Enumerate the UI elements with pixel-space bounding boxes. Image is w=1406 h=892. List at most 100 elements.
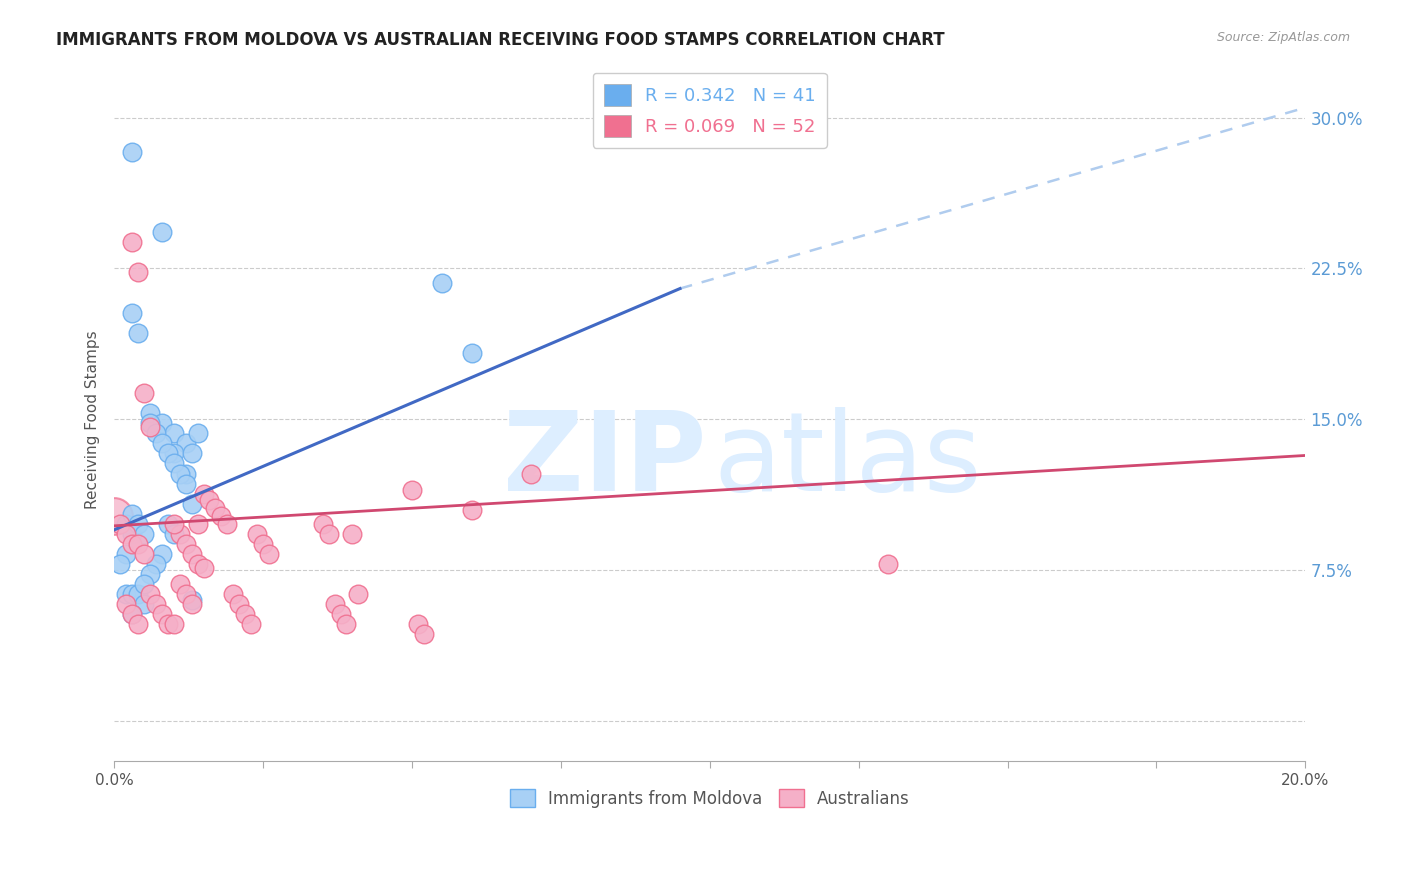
Point xyxy=(132,547,155,561)
Point xyxy=(121,527,143,541)
Point xyxy=(252,537,274,551)
Point xyxy=(132,386,155,401)
Point xyxy=(115,527,138,541)
Point xyxy=(121,607,143,622)
Point xyxy=(145,557,167,571)
Point xyxy=(139,406,162,420)
Point xyxy=(132,527,155,541)
Point xyxy=(193,486,215,500)
Point xyxy=(163,527,186,541)
Point xyxy=(156,516,179,531)
Point xyxy=(174,537,197,551)
Point xyxy=(127,265,149,279)
Point xyxy=(108,516,131,531)
Point xyxy=(139,417,162,431)
Point xyxy=(139,567,162,582)
Point xyxy=(121,145,143,159)
Point xyxy=(335,617,357,632)
Point xyxy=(180,593,202,607)
Point xyxy=(193,561,215,575)
Point xyxy=(156,446,179,460)
Point xyxy=(121,235,143,250)
Point xyxy=(180,446,202,460)
Point xyxy=(139,420,162,434)
Point xyxy=(163,516,186,531)
Point xyxy=(115,587,138,601)
Point xyxy=(342,527,364,541)
Point xyxy=(180,597,202,611)
Point xyxy=(150,436,173,450)
Point xyxy=(163,426,186,441)
Point xyxy=(145,597,167,611)
Point xyxy=(127,516,149,531)
Point xyxy=(127,617,149,632)
Point xyxy=(163,457,186,471)
Point xyxy=(156,617,179,632)
Point xyxy=(228,597,250,611)
Text: IMMIGRANTS FROM MOLDOVA VS AUSTRALIAN RECEIVING FOOD STAMPS CORRELATION CHART: IMMIGRANTS FROM MOLDOVA VS AUSTRALIAN RE… xyxy=(56,31,945,49)
Point xyxy=(318,527,340,541)
Point xyxy=(174,476,197,491)
Point xyxy=(150,417,173,431)
Point xyxy=(180,547,202,561)
Point xyxy=(412,627,434,641)
Point xyxy=(204,500,226,515)
Point xyxy=(406,617,429,632)
Point xyxy=(209,508,232,523)
Legend: Immigrants from Moldova, Australians: Immigrants from Moldova, Australians xyxy=(503,783,917,814)
Point xyxy=(520,467,543,481)
Point xyxy=(163,617,186,632)
Text: atlas: atlas xyxy=(713,407,981,514)
Point xyxy=(139,587,162,601)
Point xyxy=(115,547,138,561)
Point xyxy=(311,516,333,531)
Point xyxy=(877,557,900,571)
Point xyxy=(108,557,131,571)
Point xyxy=(121,507,143,521)
Point xyxy=(145,426,167,441)
Point xyxy=(121,587,143,601)
Point xyxy=(132,597,155,611)
Point xyxy=(198,492,221,507)
Point xyxy=(169,467,191,481)
Point xyxy=(217,516,239,531)
Point xyxy=(174,436,197,450)
Point xyxy=(187,516,209,531)
Point xyxy=(460,502,482,516)
Point xyxy=(430,276,453,290)
Text: Source: ZipAtlas.com: Source: ZipAtlas.com xyxy=(1216,31,1350,45)
Point xyxy=(121,537,143,551)
Point xyxy=(174,467,197,481)
Point xyxy=(347,587,370,601)
Point xyxy=(246,527,269,541)
Point xyxy=(103,508,125,523)
Point xyxy=(222,587,245,601)
Point xyxy=(233,607,256,622)
Point xyxy=(180,497,202,511)
Point xyxy=(132,577,155,591)
Point xyxy=(121,306,143,320)
Text: ZIP: ZIP xyxy=(503,407,706,514)
Point xyxy=(121,607,143,622)
Point xyxy=(115,516,138,531)
Point xyxy=(150,547,173,561)
Y-axis label: Receiving Food Stamps: Receiving Food Stamps xyxy=(86,330,100,508)
Point xyxy=(460,346,482,360)
Point xyxy=(169,527,191,541)
Point xyxy=(115,597,138,611)
Point xyxy=(257,547,280,561)
Point xyxy=(127,587,149,601)
Point xyxy=(323,597,346,611)
Point xyxy=(240,617,263,632)
Point xyxy=(169,577,191,591)
Point xyxy=(329,607,352,622)
Point xyxy=(174,587,197,601)
Point xyxy=(187,426,209,441)
Point xyxy=(401,483,423,497)
Point xyxy=(150,607,173,622)
Point xyxy=(127,537,149,551)
Point xyxy=(163,446,186,460)
Point xyxy=(150,225,173,239)
Point xyxy=(187,557,209,571)
Point xyxy=(127,326,149,340)
